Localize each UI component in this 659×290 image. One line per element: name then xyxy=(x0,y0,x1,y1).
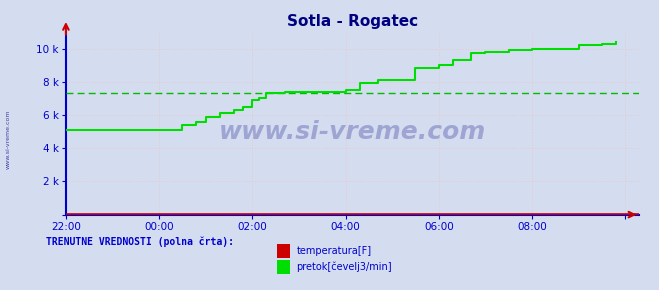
Title: Sotla - Rogatec: Sotla - Rogatec xyxy=(287,14,418,29)
Text: TRENUTNE VREDNOSTI (polna črta):: TRENUTNE VREDNOSTI (polna črta): xyxy=(46,237,234,247)
Text: www.si-vreme.com: www.si-vreme.com xyxy=(5,109,11,169)
Text: temperatura[F]: temperatura[F] xyxy=(297,246,372,256)
Text: www.si-vreme.com: www.si-vreme.com xyxy=(219,120,486,144)
Text: pretok[čevelj3/min]: pretok[čevelj3/min] xyxy=(297,262,392,272)
